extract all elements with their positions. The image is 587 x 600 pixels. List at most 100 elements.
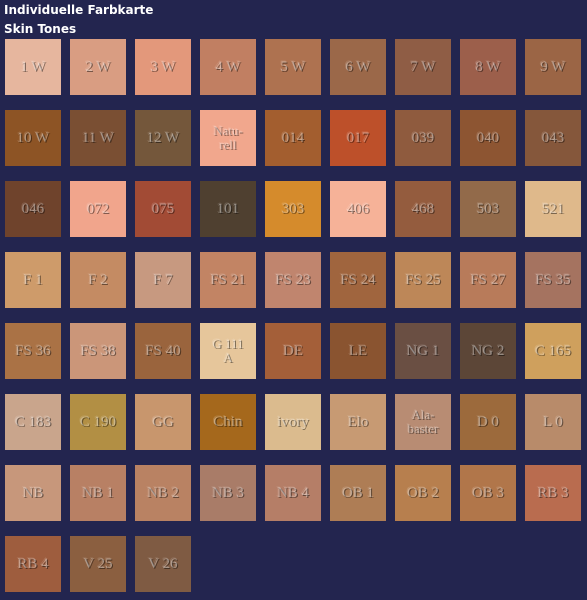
- color-swatch[interactable]: FS 40: [135, 323, 191, 379]
- color-swatch[interactable]: 521: [525, 181, 581, 237]
- page-subtitle: Skin Tones: [4, 22, 77, 36]
- color-swatch[interactable]: FS 36: [5, 323, 61, 379]
- color-swatch[interactable]: 075: [135, 181, 191, 237]
- color-swatch[interactable]: V 26: [135, 536, 191, 592]
- swatch-label: FS 35: [535, 271, 571, 288]
- color-swatch[interactable]: D 0: [460, 394, 516, 450]
- swatch-label: 075: [151, 200, 175, 217]
- color-swatch[interactable]: 046: [5, 181, 61, 237]
- swatch-label: C 165: [534, 342, 572, 359]
- swatch-label: NB 4: [276, 484, 310, 501]
- swatch-label: Natu- rell: [213, 123, 243, 152]
- color-swatch[interactable]: 10 W: [5, 110, 61, 166]
- swatch-label: Ala- baster: [407, 407, 439, 436]
- swatch-label: D 0: [476, 413, 500, 430]
- swatch-label: OB 1: [341, 484, 375, 501]
- color-swatch[interactable]: DE: [265, 323, 321, 379]
- color-swatch[interactable]: NB 3: [200, 465, 256, 521]
- color-swatch[interactable]: 5 W: [265, 39, 321, 95]
- color-swatch[interactable]: 4 W: [200, 39, 256, 95]
- swatch-label: FS 23: [275, 271, 311, 288]
- color-swatch[interactable]: Chin: [200, 394, 256, 450]
- color-swatch[interactable]: 6 W: [330, 39, 386, 95]
- color-swatch[interactable]: C 190: [70, 394, 126, 450]
- color-swatch[interactable]: FS 38: [70, 323, 126, 379]
- color-swatch[interactable]: C 183: [5, 394, 61, 450]
- color-swatch[interactable]: NB 2: [135, 465, 191, 521]
- color-swatch[interactable]: G 111 A: [200, 323, 256, 379]
- color-swatch[interactable]: L 0: [525, 394, 581, 450]
- color-swatch[interactable]: NG 2: [460, 323, 516, 379]
- color-swatch[interactable]: FS 21: [200, 252, 256, 308]
- color-swatch[interactable]: 468: [395, 181, 451, 237]
- color-swatch[interactable]: 039: [395, 110, 451, 166]
- swatch-label: V 26: [148, 555, 178, 572]
- color-swatch[interactable]: LE: [330, 323, 386, 379]
- color-swatch[interactable]: V 25: [70, 536, 126, 592]
- color-swatch[interactable]: NB 4: [265, 465, 321, 521]
- swatch-label: F 1: [23, 271, 43, 288]
- color-swatch[interactable]: NB: [5, 465, 61, 521]
- color-swatch[interactable]: FS 35: [525, 252, 581, 308]
- color-swatch[interactable]: F 2: [70, 252, 126, 308]
- swatch-label: 046: [21, 200, 45, 217]
- swatch-label: FS 38: [80, 342, 116, 359]
- color-swatch[interactable]: 014: [265, 110, 321, 166]
- color-swatch[interactable]: RB 4: [5, 536, 61, 592]
- swatch-label: 521: [541, 200, 565, 217]
- color-swatch[interactable]: 2 W: [70, 39, 126, 95]
- swatch-label: NB 3: [211, 484, 245, 501]
- swatch-label: 11 W: [81, 129, 115, 146]
- color-swatch[interactable]: C 165: [525, 323, 581, 379]
- color-swatch[interactable]: OB 1: [330, 465, 386, 521]
- swatch-label: 8 W: [475, 58, 501, 75]
- color-swatch[interactable]: OB 2: [395, 465, 451, 521]
- swatch-label: 101: [216, 200, 240, 217]
- color-swatch[interactable]: RB 3: [525, 465, 581, 521]
- color-swatch[interactable]: FS 23: [265, 252, 321, 308]
- swatch-label: G 111 A: [212, 336, 244, 365]
- swatch-label: 406: [346, 200, 370, 217]
- color-swatch[interactable]: 101: [200, 181, 256, 237]
- swatch-label: L 0: [543, 413, 563, 430]
- color-swatch[interactable]: NG 1: [395, 323, 451, 379]
- color-swatch[interactable]: 3 W: [135, 39, 191, 95]
- color-swatch[interactable]: Ala- baster: [395, 394, 451, 450]
- color-swatch[interactable]: 7 W: [395, 39, 451, 95]
- swatch-label: C 183: [14, 413, 52, 430]
- page-title: Individuelle Farbkarte: [4, 3, 154, 17]
- color-swatch[interactable]: Elo: [330, 394, 386, 450]
- color-swatch[interactable]: FS 25: [395, 252, 451, 308]
- color-swatch[interactable]: Natu- rell: [200, 110, 256, 166]
- color-swatch[interactable]: F 1: [5, 252, 61, 308]
- color-swatch[interactable]: GG: [135, 394, 191, 450]
- swatch-label: NB 2: [146, 484, 180, 501]
- color-swatch[interactable]: OB 3: [460, 465, 516, 521]
- color-swatch[interactable]: F 7: [135, 252, 191, 308]
- swatch-label: V 25: [83, 555, 113, 572]
- color-swatch[interactable]: 9 W: [525, 39, 581, 95]
- color-swatch[interactable]: 8 W: [460, 39, 516, 95]
- swatch-label: 039: [411, 129, 435, 146]
- color-swatch[interactable]: ivory: [265, 394, 321, 450]
- color-swatch[interactable]: 406: [330, 181, 386, 237]
- swatch-label: Elo: [347, 413, 369, 430]
- swatch-label: 503: [476, 200, 500, 217]
- color-swatch[interactable]: 303: [265, 181, 321, 237]
- color-swatch[interactable]: 12 W: [135, 110, 191, 166]
- color-swatch[interactable]: NB 1: [70, 465, 126, 521]
- swatch-label: 10 W: [16, 129, 50, 146]
- color-swatch[interactable]: 11 W: [70, 110, 126, 166]
- color-swatch[interactable]: 040: [460, 110, 516, 166]
- swatch-label: 468: [411, 200, 435, 217]
- color-swatch[interactable]: FS 27: [460, 252, 516, 308]
- color-swatch[interactable]: 072: [70, 181, 126, 237]
- color-swatch[interactable]: 043: [525, 110, 581, 166]
- color-swatch[interactable]: 1 W: [5, 39, 61, 95]
- color-swatch[interactable]: 503: [460, 181, 516, 237]
- color-swatch[interactable]: FS 24: [330, 252, 386, 308]
- swatch-label: 7 W: [410, 58, 436, 75]
- swatch-label: 072: [86, 200, 110, 217]
- color-swatch[interactable]: 017: [330, 110, 386, 166]
